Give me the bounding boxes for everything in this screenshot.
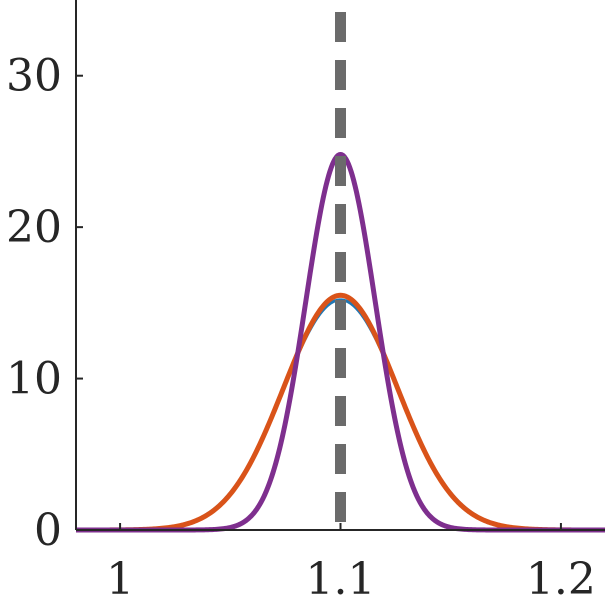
y-tick-label: 30 (6, 51, 62, 102)
x-tick-label: 1.2 (526, 554, 596, 601)
x-ticks: 1 1.1 1.2 (106, 523, 596, 601)
x-tick-label: 1 (106, 554, 134, 601)
x-tick-label: 1.1 (306, 554, 376, 601)
y-tick-label: 0 (34, 505, 62, 556)
y-tick-label: 20 (6, 202, 62, 253)
y-tick-label: 10 (6, 354, 62, 405)
plot-clip-group (74, 12, 607, 533)
y-ticks: 0 10 20 30 (6, 51, 83, 556)
